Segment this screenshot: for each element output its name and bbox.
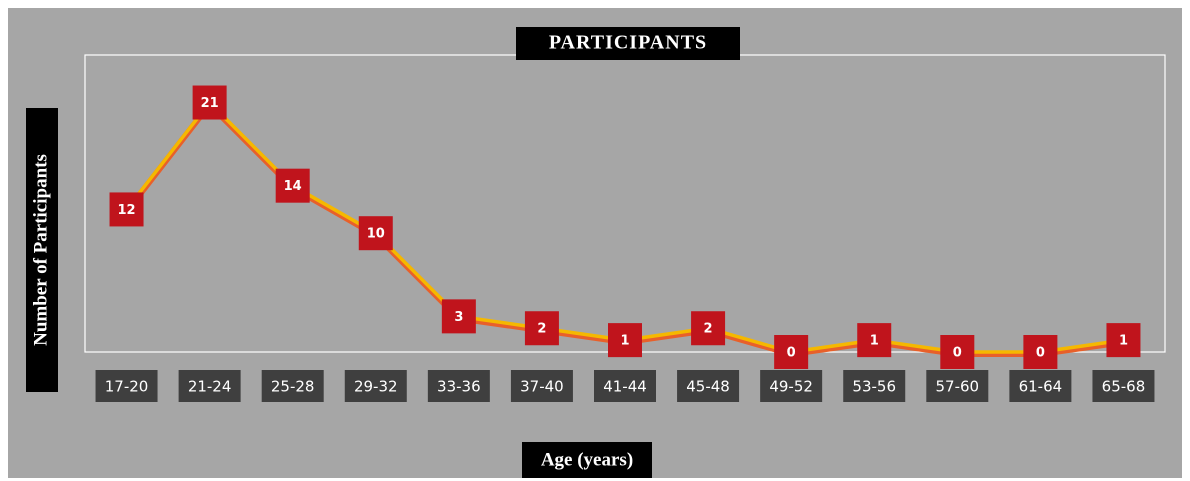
- x-axis-label: Age (years): [541, 449, 633, 470]
- data-label: 3: [454, 310, 463, 325]
- data-label-box: [358, 216, 393, 251]
- x-tick-box: [843, 370, 906, 402]
- x-tick-box: [178, 370, 241, 402]
- data-label-box: [857, 323, 892, 358]
- data-label-box: [109, 192, 144, 227]
- data-label: 2: [704, 322, 713, 337]
- data-label-box: [275, 168, 310, 203]
- data-label: 1: [620, 334, 629, 349]
- title-box: [516, 27, 740, 60]
- x-tick-box: [594, 370, 656, 402]
- y-label-box: [26, 108, 58, 392]
- x-tick-label: 57-60: [936, 378, 980, 396]
- x-tick-box: [760, 370, 823, 402]
- data-label-box: [940, 335, 975, 369]
- data-label-box: [524, 311, 559, 346]
- x-tick-label: 33-36: [437, 378, 481, 396]
- x-tick-label: 37-40: [520, 378, 564, 396]
- data-label-box: [608, 323, 642, 358]
- x-tick-label: 61-64: [1019, 378, 1063, 396]
- x-tick-box: [1092, 370, 1155, 402]
- x-tick-box: [344, 370, 407, 402]
- data-label: 12: [117, 203, 135, 218]
- background: [8, 8, 1182, 478]
- x-tick-label: 21-24: [188, 378, 232, 396]
- x-tick-box: [261, 370, 324, 402]
- x-tick-box: [926, 370, 989, 402]
- x-tick-box: [1009, 370, 1072, 402]
- data-label-box: [774, 335, 809, 369]
- data-label-box: [1023, 335, 1058, 369]
- data-label: 2: [537, 322, 546, 337]
- data-label: 10: [367, 227, 385, 242]
- y-axis-label: Number of Participants: [30, 154, 51, 346]
- data-label: 0: [1036, 346, 1045, 361]
- x-tick-label: 49-52: [769, 378, 813, 396]
- x-tick-label: 65-68: [1102, 378, 1146, 396]
- data-label: 1: [870, 334, 879, 349]
- x-tick-box: [510, 370, 573, 402]
- chart-title: PARTICIPANTS: [549, 32, 707, 54]
- x-tick-label: 45-48: [686, 378, 730, 396]
- data-label-box: [192, 85, 227, 120]
- x-tick-label: 25-28: [271, 378, 315, 396]
- x-tick-box: [677, 370, 740, 402]
- data-label: 21: [201, 96, 219, 111]
- x-tick-label: 53-56: [852, 378, 896, 396]
- data-label: 1: [1119, 334, 1128, 349]
- data-label-box: [1106, 323, 1141, 358]
- x-tick-label: 41-44: [603, 378, 647, 396]
- data-label: 0: [787, 346, 796, 361]
- x-label-box: [522, 442, 652, 478]
- data-label-box: [691, 311, 726, 346]
- x-tick-box: [427, 370, 490, 402]
- x-tick-label: 29-32: [354, 378, 398, 396]
- x-tick-box: [95, 370, 158, 402]
- data-label-box: [441, 299, 476, 334]
- data-label: 0: [953, 346, 962, 361]
- x-tick-label: 17-20: [105, 378, 149, 396]
- data-label: 14: [284, 179, 302, 194]
